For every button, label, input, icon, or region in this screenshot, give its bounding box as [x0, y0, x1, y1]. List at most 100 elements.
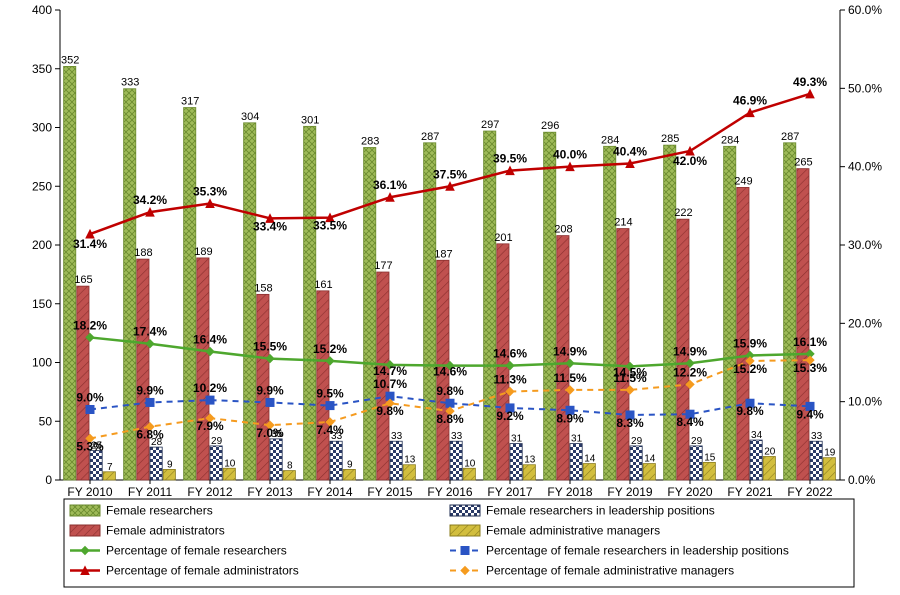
bar-value-label: 317: [181, 96, 199, 108]
bar-value-label: 8: [287, 461, 293, 472]
bar-female-administrators: [497, 244, 509, 480]
line-value-label: 14.9%: [553, 344, 587, 358]
bar-female-researchers: [784, 143, 796, 480]
bar-value-label: 333: [121, 77, 139, 89]
category-label: FY 2012: [187, 485, 232, 499]
bar-female-researchers-leadership: [570, 444, 582, 480]
category-label: FY 2022: [787, 485, 832, 499]
line-value-label: 9.0%: [76, 391, 104, 405]
legend-swatch: [450, 505, 480, 516]
bar-value-label: 249: [734, 175, 752, 187]
right-axis-tick-label: 40.0%: [848, 160, 882, 174]
bar-value-label: 29: [691, 436, 703, 447]
line-value-label: 15.5%: [253, 340, 287, 354]
legend-label: Female administrative managers: [486, 524, 660, 538]
bar-value-label: 304: [241, 111, 259, 123]
line-value-label: 33.5%: [313, 219, 347, 233]
category-label: FY 2013: [247, 485, 292, 499]
bar-female-researchers-leadership: [810, 441, 822, 480]
line-value-label: 5.3%: [76, 439, 104, 453]
line-value-label: 9.8%: [736, 404, 764, 418]
bar-value-label: 34: [751, 430, 763, 441]
line-value-label: 16.1%: [793, 335, 827, 349]
bar-value-label: 352: [61, 54, 79, 66]
category-label: FY 2020: [667, 485, 712, 499]
line-value-label: 10.2%: [193, 381, 227, 395]
line-value-label: 15.2%: [313, 342, 347, 356]
bar-female-admin-managers: [523, 465, 535, 480]
bar-female-administrators: [197, 258, 209, 480]
bar-female-researchers-leadership: [150, 447, 162, 480]
bar-female-researchers: [184, 108, 196, 480]
left-axis-tick-label: 50: [39, 414, 53, 428]
right-axis-tick-label: 20.0%: [848, 316, 882, 330]
bar-female-researchers-leadership: [270, 439, 282, 480]
line-value-label: 9.5%: [316, 387, 344, 401]
line-value-label: 9.8%: [376, 404, 404, 418]
right-axis-tick-label: 10.0%: [848, 395, 882, 409]
legend-swatch: [70, 525, 100, 536]
line-value-label: 46.9%: [733, 94, 767, 108]
line-value-label: 11.5%: [613, 371, 647, 385]
legend-label: Female researchers in leadership positio…: [486, 504, 715, 518]
line-value-label: 7.0%: [256, 426, 284, 440]
bar-female-researchers: [544, 132, 556, 480]
bar-value-label: 158: [254, 282, 272, 294]
line-value-label: 9.9%: [136, 383, 164, 397]
left-axis-tick-label: 300: [32, 121, 52, 135]
line-value-label: 8.3%: [616, 416, 644, 430]
bar-value-label: 13: [404, 455, 416, 466]
bar-female-administrators: [797, 169, 809, 480]
line-value-label: 39.5%: [493, 152, 527, 166]
line-value-label: 40.0%: [553, 148, 587, 162]
bar-value-label: 161: [314, 279, 332, 291]
bar-female-researchers-leadership: [210, 446, 222, 480]
legend-label: Percentage of female researchers in lead…: [486, 544, 789, 558]
category-label: FY 2018: [547, 485, 592, 499]
right-axis-tick-label: 60.0%: [848, 3, 882, 17]
bar-female-administrators: [617, 229, 629, 480]
bar-female-administrators: [317, 291, 329, 480]
bar-female-administrators: [737, 187, 749, 480]
legend-label: Percentage of female researchers: [106, 544, 287, 558]
bar-value-label: 33: [391, 431, 403, 442]
line-value-label: 31.4%: [73, 237, 107, 251]
line-value-label: 9.8%: [436, 384, 464, 398]
bar-female-admin-managers: [703, 462, 715, 480]
line-value-label: 15.9%: [733, 336, 767, 350]
bar-value-label: 296: [541, 120, 559, 132]
bar-female-researchers: [124, 89, 136, 480]
bar-female-admin-managers: [583, 464, 595, 480]
line-value-label: 14.7%: [373, 364, 407, 378]
line-value-label: 11.5%: [553, 371, 587, 385]
line-value-label: 11.3%: [493, 372, 527, 386]
legend-swatch: [450, 525, 480, 536]
bar-value-label: 33: [811, 431, 823, 442]
bar-female-researchers: [724, 146, 736, 480]
right-axis-tick-label: 0.0%: [848, 473, 876, 487]
bar-female-researchers-leadership: [630, 446, 642, 480]
bar-value-label: 187: [434, 248, 452, 260]
bar-female-admin-managers: [763, 457, 775, 481]
line-value-label: 14.6%: [433, 365, 467, 379]
bar-female-researchers: [604, 146, 616, 480]
line-value-label: 12.2%: [673, 365, 707, 379]
bar-value-label: 31: [571, 434, 583, 445]
bar-value-label: 285: [661, 133, 679, 145]
category-label: FY 2010: [67, 485, 112, 499]
line-value-label: 36.1%: [373, 178, 407, 192]
category-label: FY 2014: [307, 485, 352, 499]
category-label: FY 2011: [128, 485, 173, 499]
bar-value-label: 214: [614, 217, 632, 229]
category-label: FY 2021: [727, 485, 772, 499]
bar-value-label: 189: [194, 246, 212, 258]
category-label: FY 2017: [487, 485, 532, 499]
bar-female-admin-managers: [163, 469, 175, 480]
bar-female-researchers: [664, 145, 676, 480]
bar-value-label: 20: [764, 447, 776, 458]
bar-female-researchers: [244, 123, 256, 480]
bar-value-label: 31: [511, 434, 523, 445]
bar-value-label: 29: [211, 436, 223, 447]
bar-female-administrators: [137, 259, 149, 480]
bar-female-researchers-leadership: [750, 440, 762, 480]
